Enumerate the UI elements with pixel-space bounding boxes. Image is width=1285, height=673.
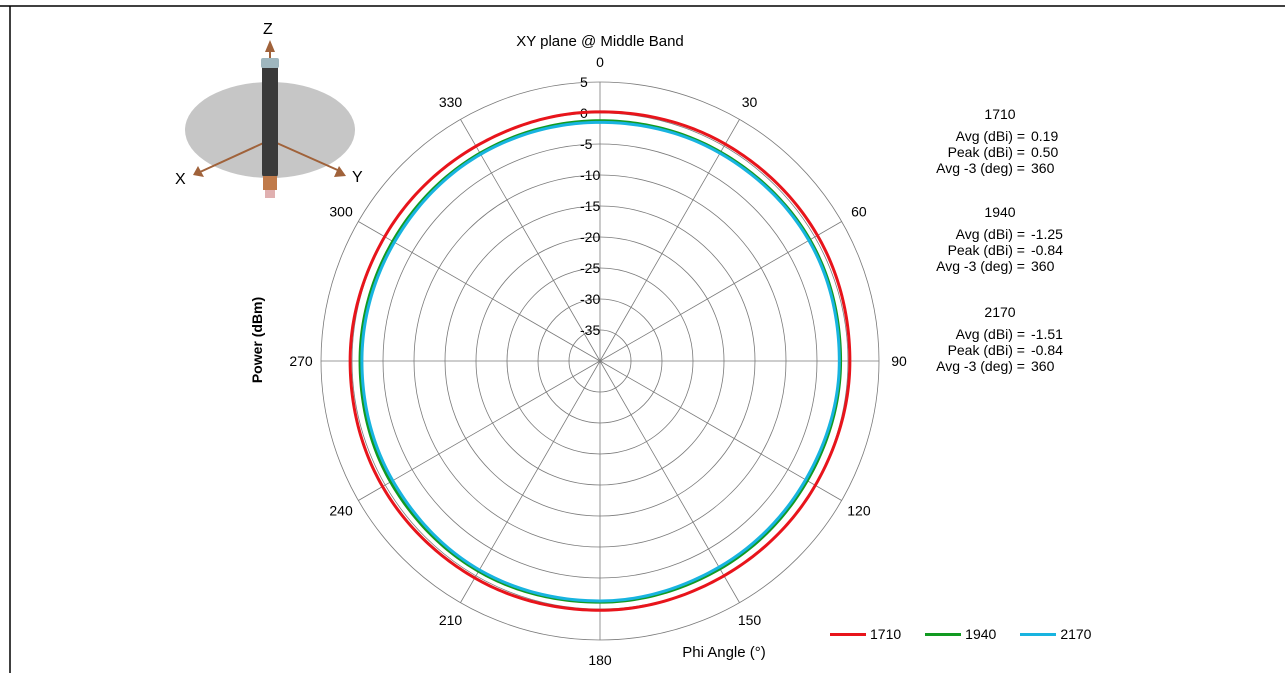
stats-row: Peak (dBi) = 0.50 (925, 144, 1081, 160)
stats-value: -0.84 (1031, 242, 1063, 258)
stats-row: Avg (dBi) = -1.25 (925, 226, 1081, 242)
stats-value: -1.25 (1031, 226, 1063, 242)
angular-tick-label: 30 (742, 94, 758, 110)
stats-frequency: 2170 (984, 304, 1016, 320)
radial-tick-label: -30 (580, 291, 600, 307)
stats-label: Peak (dBi) = (947, 242, 1025, 258)
legend-label: 1940 (965, 626, 997, 642)
angular-tick-label: 120 (847, 503, 871, 519)
radial-tick-label: -10 (580, 167, 600, 183)
grid-spoke (599, 360, 842, 501)
grid-spoke (460, 119, 601, 362)
stats-value: 360 (1031, 160, 1055, 176)
angular-tick-label: 180 (588, 652, 612, 668)
antenna-body (262, 60, 278, 178)
stats-label: Peak (dBi) = (947, 144, 1025, 160)
stats-value: 360 (1031, 358, 1055, 374)
stats-block-1710: 1710 Avg (dBi) = 0.19 Peak (dBi) = 0.50 Avg -… (925, 106, 1081, 176)
legend-swatch (925, 632, 962, 636)
stats-frequency: 1710 (984, 106, 1016, 122)
axis-y-label: Y (352, 169, 363, 186)
angular-tick-labels: 0 30 60 90 120 150 180 210 240 270 300 330 (289, 54, 907, 668)
legend-item-1710: 1710 (830, 626, 901, 642)
radial-tick-label: -35 (580, 322, 600, 338)
grid-spoke (358, 360, 601, 501)
stats-row: Avg -3 (deg) = 360 (925, 160, 1081, 176)
legend-label: 1710 (870, 626, 902, 642)
stats-row: Peak (dBi) = -0.84 (925, 342, 1081, 358)
stats-label: Avg (dBi) = (955, 226, 1025, 242)
stats-block-2170: 2170 Avg (dBi) = -1.51 Peak (dBi) = -0.84 Avg… (925, 304, 1081, 374)
angular-tick-label: 90 (891, 353, 907, 369)
stats-row: Avg -3 (deg) = 360 (925, 258, 1081, 274)
angular-tick-label: 330 (439, 94, 463, 110)
grid-spoke (599, 360, 740, 603)
series-2170-line (360, 120, 841, 603)
grid-spoke (599, 119, 740, 362)
grid-spoke (599, 221, 842, 362)
radial-tick-label: -15 (580, 198, 600, 214)
legend-label: 2170 (1060, 626, 1092, 642)
axis-z-label: Z (263, 21, 273, 38)
angular-tick-label: 240 (329, 503, 353, 519)
stats-row: Avg (dBi) = -1.51 (925, 326, 1081, 342)
x-axis-label: Phi Angle (°) (682, 644, 766, 661)
legend-item-2170: 2170 (1020, 626, 1091, 642)
stats-value: -0.84 (1031, 342, 1063, 358)
grid-spoke (358, 221, 601, 362)
orientation-icon: Z X Y (175, 21, 363, 198)
stats-label: Peak (dBi) = (947, 342, 1025, 358)
radial-tick-label: -25 (580, 260, 600, 276)
stats-value: 0.50 (1031, 144, 1059, 160)
stats-value: 360 (1031, 258, 1055, 274)
stats-row: Avg (dBi) = 0.19 (925, 128, 1081, 144)
angular-tick-label: 0 (596, 54, 604, 70)
angular-tick-label: 270 (289, 353, 313, 369)
angular-tick-label: 150 (738, 612, 762, 628)
angular-tick-label: 210 (439, 612, 463, 628)
series-1710-line (348, 110, 852, 612)
chart-title: XY plane @ Middle Band (516, 33, 684, 50)
stats-label: Avg (dBi) = (955, 128, 1025, 144)
grid-spoke (460, 360, 601, 603)
stats-row: Avg -3 (deg) = 360 (925, 358, 1081, 374)
stats-label: Avg -3 (deg) = (936, 160, 1025, 176)
angular-tick-label: 60 (851, 204, 867, 220)
y-axis-label: Power (dBm) (249, 297, 265, 383)
stats-frequency: 1940 (984, 204, 1016, 220)
angular-tick-label: 300 (329, 204, 353, 220)
stats-label: Avg -3 (deg) = (936, 358, 1025, 374)
legend-item-1940: 1940 (925, 626, 996, 642)
stats-value: -1.51 (1031, 326, 1063, 342)
axis-x-label: X (175, 171, 186, 188)
radial-tick-label: -5 (580, 136, 593, 152)
legend-swatch (830, 632, 866, 636)
stats-label: Avg (dBi) = (955, 326, 1025, 342)
series-layer (348, 110, 852, 612)
stats-row: Peak (dBi) = -0.84 (925, 242, 1081, 258)
legend-swatch (1020, 632, 1057, 636)
stats-block-1940: 1940 Avg (dBi) = -1.25 Peak (dBi) = -0.84 Avg… (925, 204, 1081, 274)
radial-tick-label: -20 (580, 229, 600, 245)
radial-tick-label: 5 (580, 74, 588, 90)
stats-value: 0.19 (1031, 128, 1059, 144)
polar-grid (320, 81, 880, 641)
legend: 1710 1940 2170 (830, 626, 1115, 642)
stats-label: Avg -3 (deg) = (936, 258, 1025, 274)
